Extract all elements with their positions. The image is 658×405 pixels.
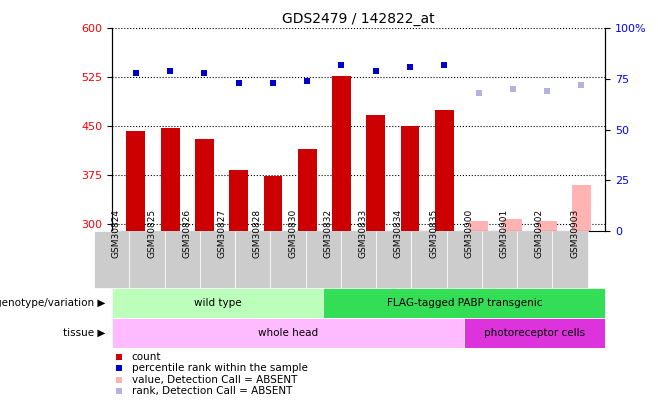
Point xyxy=(439,62,449,68)
Text: photoreceptor cells: photoreceptor cells xyxy=(484,328,586,338)
Point xyxy=(234,80,244,86)
Bar xyxy=(126,131,145,231)
Point xyxy=(405,64,415,70)
Text: FLAG-tagged PABP transgenic: FLAG-tagged PABP transgenic xyxy=(387,298,542,308)
Text: whole head: whole head xyxy=(258,328,318,338)
Bar xyxy=(164,231,200,288)
Point xyxy=(420,40,431,47)
Point xyxy=(302,78,313,84)
Bar xyxy=(517,231,553,288)
Point xyxy=(507,86,518,92)
Text: GSM30833: GSM30833 xyxy=(359,209,368,258)
Text: GSM30825: GSM30825 xyxy=(147,209,156,258)
Point xyxy=(542,88,552,94)
Text: rank, Detection Call = ABSENT: rank, Detection Call = ABSENT xyxy=(132,386,292,396)
Bar xyxy=(341,231,376,288)
Text: GSM30903: GSM30903 xyxy=(570,209,579,258)
Bar xyxy=(229,170,248,231)
Bar xyxy=(503,219,522,231)
Bar xyxy=(367,115,385,231)
Bar xyxy=(263,176,282,231)
Text: GSM30902: GSM30902 xyxy=(535,209,544,258)
Text: genotype/variation ▶: genotype/variation ▶ xyxy=(0,298,105,308)
Bar xyxy=(469,221,488,231)
Text: GSM30827: GSM30827 xyxy=(218,209,226,258)
Bar xyxy=(411,231,447,288)
Bar xyxy=(482,231,517,288)
Point xyxy=(370,68,381,74)
Text: tissue ▶: tissue ▶ xyxy=(63,328,105,338)
Point xyxy=(268,80,278,86)
Point xyxy=(576,82,587,88)
Text: wild type: wild type xyxy=(194,298,241,308)
Point xyxy=(130,70,141,76)
Text: GSM30835: GSM30835 xyxy=(429,209,438,258)
Bar xyxy=(376,231,411,288)
Bar xyxy=(401,126,419,231)
Point xyxy=(199,70,210,76)
Bar xyxy=(195,139,214,231)
Bar xyxy=(270,231,306,288)
Point xyxy=(420,251,431,258)
Bar xyxy=(553,231,588,288)
Text: value, Detection Call = ABSENT: value, Detection Call = ABSENT xyxy=(132,375,297,385)
Bar xyxy=(538,221,557,231)
Bar xyxy=(200,231,236,288)
Text: GSM30832: GSM30832 xyxy=(323,209,332,258)
Bar xyxy=(447,231,482,288)
Text: GSM30828: GSM30828 xyxy=(253,209,262,258)
Title: GDS2479 / 142822_at: GDS2479 / 142822_at xyxy=(282,12,435,26)
Bar xyxy=(112,318,465,348)
Bar xyxy=(112,288,323,318)
Text: GSM30901: GSM30901 xyxy=(499,209,509,258)
Bar xyxy=(236,231,270,288)
Text: GSM30834: GSM30834 xyxy=(394,209,403,258)
Point xyxy=(473,90,484,96)
Bar xyxy=(130,231,164,288)
Bar xyxy=(298,149,316,231)
Text: GSM30826: GSM30826 xyxy=(182,209,191,258)
Bar xyxy=(306,231,341,288)
Text: count: count xyxy=(132,352,161,362)
Text: percentile rank within the sample: percentile rank within the sample xyxy=(132,363,307,373)
Bar xyxy=(332,76,351,231)
Text: GSM30900: GSM30900 xyxy=(465,209,473,258)
Bar xyxy=(465,318,605,348)
Bar xyxy=(323,288,605,318)
Bar xyxy=(161,128,180,231)
Point xyxy=(336,62,347,68)
Bar xyxy=(94,231,130,288)
Point xyxy=(165,68,176,74)
Bar xyxy=(435,110,454,231)
Point xyxy=(420,146,431,152)
Bar xyxy=(572,185,591,231)
Text: GSM30824: GSM30824 xyxy=(112,209,121,258)
Text: GSM30830: GSM30830 xyxy=(288,209,297,258)
